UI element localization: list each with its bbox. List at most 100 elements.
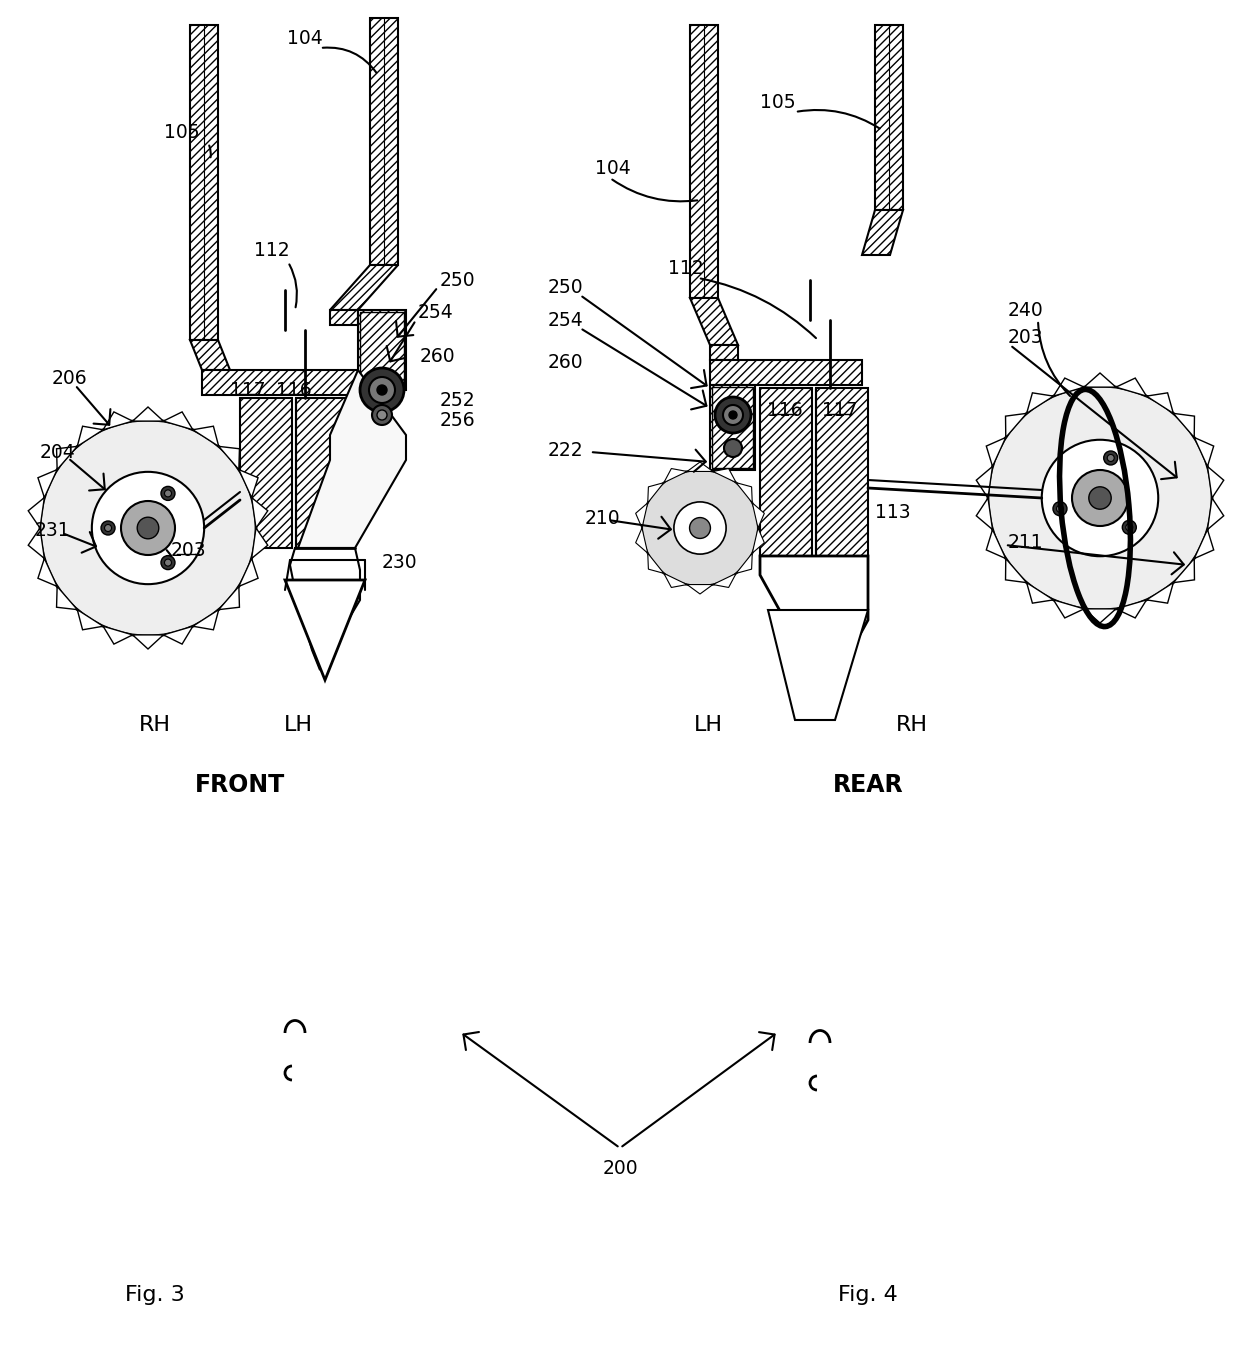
Polygon shape: [133, 408, 164, 421]
Text: 256: 256: [440, 410, 476, 429]
Circle shape: [729, 412, 737, 418]
Polygon shape: [1194, 438, 1214, 466]
Circle shape: [165, 489, 171, 497]
Circle shape: [1073, 470, 1128, 526]
Polygon shape: [57, 446, 77, 470]
Text: 203: 203: [1008, 327, 1044, 346]
Polygon shape: [689, 25, 718, 298]
Polygon shape: [239, 470, 258, 497]
Polygon shape: [986, 530, 1006, 559]
Circle shape: [642, 470, 758, 586]
Polygon shape: [737, 483, 753, 503]
Text: 254: 254: [548, 311, 584, 330]
Polygon shape: [636, 503, 647, 527]
Circle shape: [377, 410, 387, 420]
Circle shape: [161, 556, 175, 570]
Polygon shape: [976, 466, 992, 497]
Polygon shape: [190, 339, 229, 369]
Circle shape: [1107, 454, 1115, 462]
Circle shape: [988, 386, 1211, 611]
Polygon shape: [164, 626, 193, 645]
Circle shape: [724, 439, 742, 457]
Polygon shape: [737, 553, 753, 574]
Polygon shape: [370, 18, 398, 264]
Polygon shape: [190, 25, 218, 339]
Polygon shape: [103, 626, 133, 645]
Text: 240: 240: [1008, 300, 1044, 319]
Bar: [711, 384, 755, 470]
Polygon shape: [1006, 413, 1027, 438]
Polygon shape: [29, 497, 45, 527]
Text: 260: 260: [420, 346, 455, 365]
Circle shape: [370, 378, 396, 403]
Polygon shape: [1027, 393, 1054, 413]
Polygon shape: [252, 527, 268, 559]
Polygon shape: [164, 412, 193, 429]
Bar: [712, 387, 753, 468]
Polygon shape: [77, 427, 103, 446]
Text: Fig. 4: Fig. 4: [838, 1285, 898, 1304]
Polygon shape: [290, 548, 360, 671]
Polygon shape: [1054, 378, 1084, 397]
Text: 200: 200: [603, 1159, 637, 1178]
Polygon shape: [330, 264, 398, 309]
Polygon shape: [1116, 600, 1147, 617]
Circle shape: [92, 472, 205, 585]
Text: 250: 250: [440, 270, 476, 289]
Text: 230: 230: [382, 552, 418, 571]
Polygon shape: [202, 369, 358, 395]
Polygon shape: [77, 609, 103, 630]
Polygon shape: [57, 586, 77, 609]
Circle shape: [1089, 487, 1111, 510]
Bar: [760, 388, 812, 556]
Text: 112: 112: [254, 240, 290, 259]
Polygon shape: [687, 462, 713, 472]
Circle shape: [161, 487, 175, 500]
Circle shape: [689, 518, 711, 538]
Text: 222: 222: [548, 440, 584, 459]
Polygon shape: [768, 611, 868, 720]
Polygon shape: [713, 574, 737, 587]
Polygon shape: [193, 609, 218, 630]
Polygon shape: [1147, 582, 1173, 604]
Polygon shape: [647, 553, 663, 574]
Polygon shape: [1208, 466, 1224, 497]
Polygon shape: [663, 574, 687, 587]
Bar: [711, 345, 738, 360]
Polygon shape: [1116, 378, 1147, 397]
Polygon shape: [1147, 393, 1173, 413]
Polygon shape: [711, 360, 862, 384]
Text: 252: 252: [440, 391, 476, 409]
Text: 204: 204: [40, 443, 76, 462]
Text: 117: 117: [822, 401, 858, 420]
Polygon shape: [753, 503, 764, 527]
Polygon shape: [753, 527, 764, 553]
Text: 104: 104: [595, 158, 631, 177]
Polygon shape: [1006, 559, 1027, 582]
Text: LH: LH: [693, 716, 723, 735]
Text: 210: 210: [585, 508, 621, 527]
Bar: [330, 309, 358, 324]
Circle shape: [100, 521, 115, 536]
Polygon shape: [133, 635, 164, 649]
Polygon shape: [1173, 559, 1194, 582]
Polygon shape: [875, 25, 903, 210]
Text: RH: RH: [139, 716, 171, 735]
Circle shape: [723, 405, 743, 425]
Polygon shape: [1054, 600, 1084, 617]
Text: 254: 254: [418, 303, 454, 322]
Circle shape: [673, 502, 727, 555]
Polygon shape: [29, 527, 45, 559]
Polygon shape: [1084, 373, 1116, 387]
Text: 203: 203: [170, 541, 206, 559]
Polygon shape: [636, 527, 647, 553]
Text: 211: 211: [1008, 533, 1044, 552]
Text: 206: 206: [52, 368, 88, 387]
Circle shape: [104, 525, 112, 532]
Text: 116: 116: [768, 401, 802, 420]
Text: RH: RH: [897, 716, 928, 735]
Circle shape: [360, 368, 404, 412]
Polygon shape: [218, 446, 239, 470]
Text: 260: 260: [548, 353, 584, 372]
Text: 250: 250: [548, 278, 584, 297]
